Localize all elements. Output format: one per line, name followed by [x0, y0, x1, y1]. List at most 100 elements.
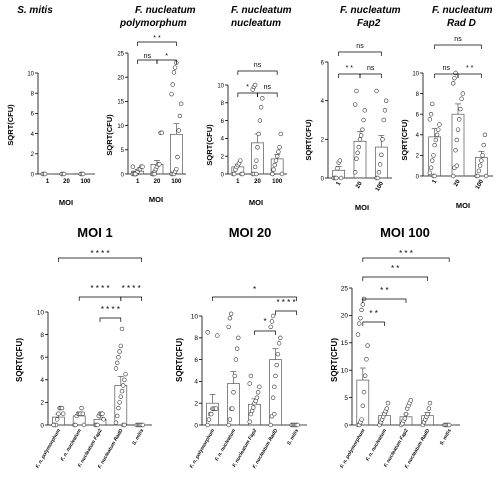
data-point: [205, 330, 210, 335]
y-axis-label: SQRT(CFU): [304, 119, 313, 161]
data-point: [248, 373, 254, 379]
data-point: [354, 156, 359, 161]
y-tick-label: 15: [117, 100, 124, 106]
y-tick-label: 25: [341, 285, 349, 292]
data-point: [452, 75, 457, 81]
data-point: [377, 162, 383, 167]
significance-bracket: [137, 41, 177, 46]
data-point: [113, 420, 119, 425]
significance-label: * * * *: [276, 298, 295, 307]
data-point: [361, 117, 366, 123]
significance-bracket: [362, 321, 385, 326]
y-tick-label: 4: [221, 137, 225, 143]
significance-label: * * *: [399, 249, 413, 258]
data-point: [122, 422, 127, 428]
data-point: [256, 131, 261, 137]
data-point: [354, 88, 359, 94]
data-point: [477, 163, 483, 168]
significance-label: ns: [356, 43, 364, 50]
y-tick-label: 0: [416, 174, 420, 180]
y-tick-label: 20: [341, 313, 349, 320]
panel-fn-nucleatum: F. nucleatum nucleatum SQRT(CFU) 0 2 4 6 8 10…: [205, 5, 292, 207]
data-point: [101, 417, 106, 422]
data-point: [255, 390, 261, 395]
data-point: [177, 113, 183, 119]
data-point: [379, 152, 384, 158]
data-point: [238, 158, 243, 163]
data-point: [260, 96, 265, 101]
y-tick-label: 0: [221, 172, 225, 178]
x-axis-label: MOI: [456, 201, 470, 210]
data-point: [458, 106, 463, 112]
data-point: [380, 137, 385, 142]
x-tick-label: 1: [336, 180, 343, 186]
data-point: [273, 158, 279, 163]
data-point: [451, 173, 456, 179]
y-tick-label: 10: [27, 71, 34, 77]
data-point: [227, 315, 233, 321]
significance-bracket: [99, 317, 122, 322]
panel-title-line: F. nucleatum: [135, 5, 196, 16]
y-tick-label: 4: [416, 133, 420, 139]
data-point: [353, 170, 358, 175]
data-point: [360, 403, 365, 409]
y-tick-label: 2: [40, 400, 44, 407]
data-point: [358, 315, 363, 321]
y-tick-label: 8: [40, 332, 44, 339]
y-tick-label: 2: [416, 154, 420, 160]
data-point: [278, 131, 283, 137]
y-axis-label: SQRT(CFU): [105, 114, 114, 156]
plot-fn-nucleatum: 0 2 4 6 8 10 1 20 100 ns * ns: [217, 62, 287, 185]
panel-moi-20: MOI 20 SQRT(CFU) 0 2 4 6 8 10 F. n. polymorphu…: [175, 225, 307, 470]
significance-label: ns: [454, 36, 462, 43]
x-tick-label: 100: [475, 178, 486, 190]
data-point: [258, 105, 264, 110]
data-point: [171, 70, 177, 75]
data-point: [233, 357, 239, 362]
data-point: [408, 398, 413, 403]
data-point: [459, 96, 464, 101]
panel-title-line: F. nucleatum: [432, 5, 493, 16]
panel-fn-polymorphum: F. nucleatum polymorphum SQRT(CFU) 0 5 10 1…: [105, 5, 196, 204]
y-tick-label: 8: [31, 92, 35, 98]
data-point: [257, 118, 263, 123]
panel-title: MOI 20: [229, 225, 272, 240]
significance-bracket: [254, 330, 276, 335]
x-tick-label: S. mitis: [439, 428, 453, 447]
data-point: [100, 411, 105, 416]
data-point: [276, 341, 282, 346]
data-point: [169, 91, 174, 97]
significance-label: *: [246, 84, 249, 91]
panel-title-line: polymorphum: [119, 18, 187, 29]
significance-bracket: [237, 92, 258, 97]
data-point: [56, 411, 61, 416]
panel-title: S. mitis: [17, 5, 53, 16]
data-point: [382, 108, 388, 113]
data-point: [240, 171, 245, 177]
x-tick-label: 20: [63, 179, 70, 185]
data-point: [454, 163, 459, 168]
data-point: [453, 148, 458, 153]
significance-label: * *: [369, 309, 377, 318]
data-point: [384, 406, 389, 411]
data-point: [81, 422, 87, 428]
data-point: [270, 395, 276, 400]
y-axis-label: SQRT(CFU): [15, 338, 24, 382]
data-point: [133, 171, 138, 177]
data-point: [61, 171, 67, 177]
data-point: [54, 417, 60, 422]
y-tick-label: 6: [40, 355, 44, 362]
x-tick-label: 100: [80, 179, 91, 185]
data-point: [123, 371, 128, 377]
data-point: [277, 145, 282, 150]
significance-bracket: [362, 257, 450, 262]
data-point: [226, 324, 231, 330]
x-tick-label: 1: [46, 179, 50, 185]
data-point: [357, 137, 363, 142]
significance-label: ns: [144, 53, 152, 60]
data-point: [270, 171, 275, 177]
data-point: [130, 164, 136, 169]
